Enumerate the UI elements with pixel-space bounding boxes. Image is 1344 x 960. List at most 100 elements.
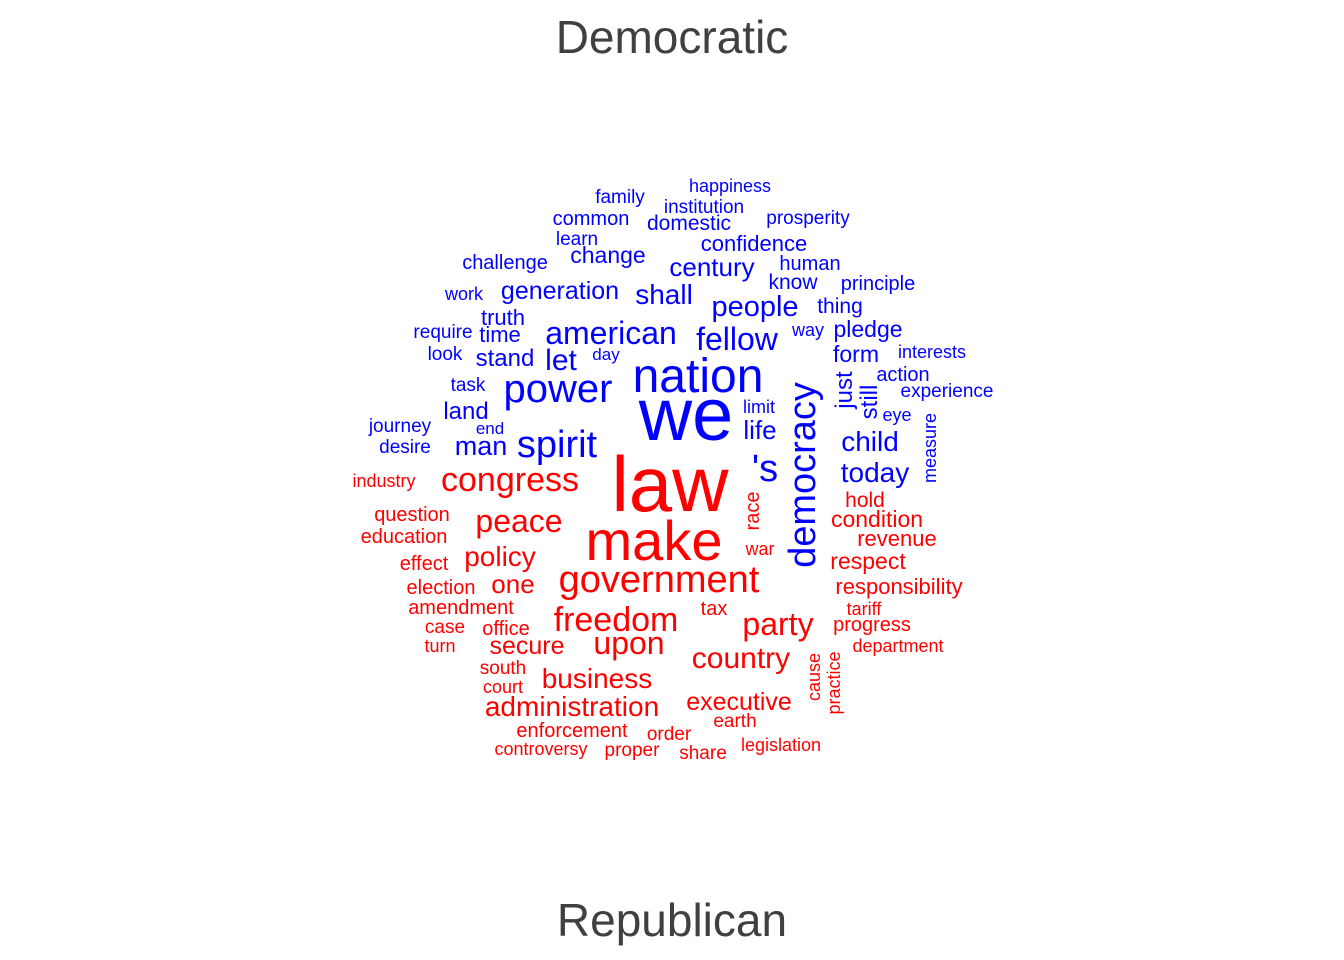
word-democratic: family	[595, 187, 645, 208]
word-democratic: limit	[743, 397, 775, 417]
word-democratic: challenge	[462, 252, 548, 274]
word-democratic: child	[841, 426, 899, 457]
word-democratic: just	[831, 371, 858, 410]
word-republican: office	[482, 618, 529, 640]
word-democratic: stand	[476, 345, 535, 372]
word-democratic: let	[545, 344, 577, 377]
word-democratic: we	[638, 373, 734, 456]
word-democratic: look	[428, 344, 463, 365]
word-republican: government	[559, 559, 760, 601]
word-republican: amendment	[408, 597, 514, 619]
word-democratic: man	[455, 431, 508, 461]
word-republican: tax	[701, 598, 728, 620]
word-republican: peace	[475, 503, 562, 539]
word-republican: industry	[352, 471, 415, 491]
word-democratic: american	[545, 315, 677, 351]
word-republican: case	[425, 617, 465, 638]
word-republican: election	[407, 577, 476, 599]
word-democratic: experience	[901, 381, 994, 402]
word-republican: cause	[804, 653, 824, 701]
word-democratic: eye	[882, 405, 911, 425]
word-democratic: learn	[556, 229, 598, 250]
group-label-democratic: Democratic	[555, 11, 789, 63]
word-democratic: shall	[635, 279, 693, 310]
word-republican: policy	[464, 541, 536, 572]
word-republican: controversy	[494, 739, 587, 759]
word-democratic: know	[768, 271, 818, 294]
word-democratic: truth	[481, 305, 525, 330]
word-democratic: measure	[920, 413, 940, 483]
word-republican: congress	[441, 461, 579, 499]
word-republican: responsibility	[835, 574, 962, 599]
word-democratic: institution	[664, 197, 744, 218]
word-republican: respect	[830, 548, 906, 574]
word-democratic: journey	[368, 416, 432, 437]
group-label-republican: Republican	[556, 894, 788, 946]
word-democratic: desire	[379, 437, 431, 458]
word-republican: south	[480, 658, 526, 679]
word-republican: tariff	[847, 599, 883, 619]
word-republican: upon	[593, 625, 664, 661]
word-democratic: action	[876, 364, 929, 386]
word-democratic: way	[791, 320, 824, 340]
word-democratic: form	[833, 341, 879, 367]
word-republican: country	[692, 642, 790, 675]
word-republican: turn	[424, 636, 455, 656]
word-republican: progress	[833, 614, 911, 636]
word-democratic: thing	[817, 295, 863, 318]
word-republican: condition	[831, 506, 923, 532]
word-democratic: task	[451, 375, 486, 396]
word-democratic: generation	[501, 277, 619, 305]
word-democratic: century	[669, 252, 754, 282]
word-republican: order	[647, 724, 692, 745]
word-democratic: life	[743, 415, 776, 445]
word-republican: court	[483, 677, 523, 697]
word-democratic: day	[592, 345, 620, 364]
word-republican: effect	[400, 553, 449, 575]
word-democratic: nation	[633, 350, 764, 403]
word-republican: executive	[686, 688, 792, 716]
word-democratic: happiness	[689, 176, 771, 196]
word-democratic: common	[553, 208, 630, 230]
word-democratic: fellow	[696, 321, 779, 357]
word-democratic: time	[479, 322, 521, 347]
word-democratic: people	[711, 291, 798, 323]
word-republican: proper	[605, 740, 661, 761]
word-democratic: work	[444, 284, 484, 304]
word-democratic: pledge	[833, 316, 902, 342]
word-republican: education	[361, 526, 448, 548]
word-republican: share	[679, 743, 727, 764]
word-democratic: require	[413, 322, 472, 343]
word-democratic: confidence	[701, 231, 807, 256]
word-democratic: domestic	[647, 212, 731, 235]
word-democratic: end	[476, 419, 504, 438]
word-republican: administration	[485, 691, 659, 722]
word-democratic: power	[504, 367, 613, 411]
word-democratic: spirit	[517, 424, 598, 466]
word-republican: enforcement	[516, 720, 628, 742]
word-republican: practice	[824, 651, 844, 714]
word-democratic: democracy	[782, 382, 824, 568]
word-democratic: today	[841, 457, 910, 488]
word-republican: department	[852, 636, 943, 656]
word-democratic: interests	[898, 342, 966, 362]
word-republican: secure	[489, 632, 564, 660]
word-republican: hold	[845, 489, 885, 512]
word-republican: party	[742, 606, 813, 642]
word-republican: question	[374, 504, 450, 526]
word-republican: law	[611, 440, 729, 528]
word-republican: business	[542, 663, 653, 694]
word-republican: one	[491, 569, 534, 599]
word-democratic: prosperity	[766, 208, 850, 229]
word-republican: earth	[713, 711, 756, 732]
word-democratic: human	[779, 253, 840, 275]
word-republican: race	[742, 492, 764, 531]
word-republican: freedom	[554, 601, 679, 639]
word-republican: make	[586, 509, 723, 572]
word-republican: revenue	[857, 526, 937, 551]
word-democratic: land	[443, 398, 488, 425]
word-republican: war	[744, 539, 774, 559]
word-democratic: 's	[752, 448, 778, 490]
word-democratic: change	[570, 242, 645, 268]
